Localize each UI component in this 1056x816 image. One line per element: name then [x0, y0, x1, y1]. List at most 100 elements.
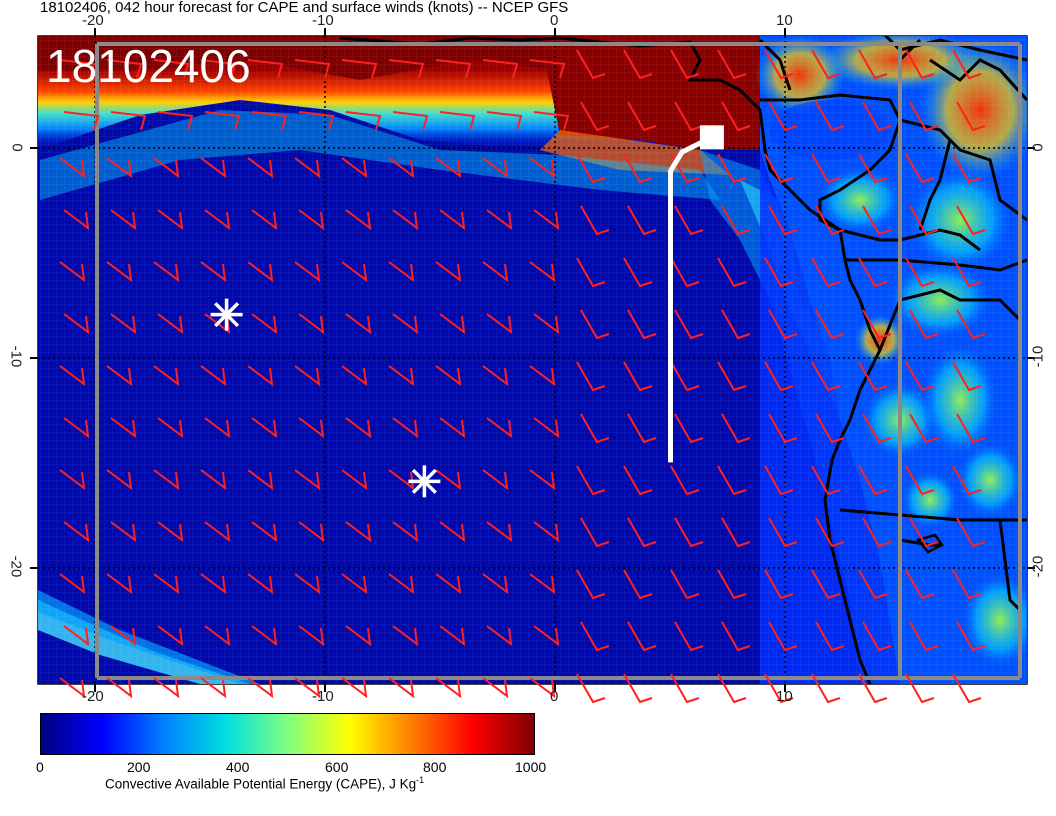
- wind-barb: [153, 365, 180, 387]
- wind-barb: [909, 205, 939, 236]
- wind-barb: [905, 569, 935, 600]
- wind-barb: [580, 205, 610, 236]
- wind-barb: [815, 413, 845, 444]
- wind-barb: [717, 465, 747, 496]
- wind-barb: [670, 569, 700, 600]
- colorbar-tick-6: 1000: [515, 759, 547, 775]
- wind-barb: [345, 313, 372, 335]
- wind-barb: [721, 517, 751, 548]
- wind-barbs: [59, 49, 986, 704]
- wind-barb: [717, 361, 747, 392]
- wind-barb: [486, 625, 513, 647]
- x-tick-bottom-2: -10: [312, 688, 334, 705]
- wind-barb: [721, 309, 751, 340]
- wind-barb: [200, 469, 227, 491]
- wind-barb: [200, 677, 227, 699]
- wind-barb: [956, 101, 986, 132]
- wind-barb: [956, 413, 986, 444]
- wind-barb: [110, 417, 137, 439]
- wind-barb: [721, 101, 751, 132]
- wind-barb: [435, 157, 462, 179]
- wind-barb: [674, 205, 704, 236]
- wind-barb: [341, 365, 368, 387]
- wind-barb: [251, 417, 278, 439]
- wind-barb: [670, 257, 700, 288]
- wind-barb: [341, 573, 368, 595]
- wind-barb: [768, 517, 798, 548]
- wind-barb: [862, 309, 892, 340]
- flight-track-endpoint: [699, 125, 724, 150]
- wind-barb: [59, 365, 86, 387]
- wind-barb: [905, 465, 935, 496]
- wind-barb: [247, 469, 274, 491]
- wind-barb: [157, 111, 194, 131]
- wind-barb: [439, 111, 476, 131]
- wind-barb: [811, 673, 841, 704]
- wind-barb: [341, 261, 368, 283]
- wind-barb: [529, 157, 556, 179]
- wind-barb: [623, 465, 653, 496]
- wind-barb: [576, 257, 606, 288]
- wind-barb: [905, 49, 935, 80]
- wind-barb: [63, 111, 100, 131]
- wind-barb: [858, 465, 888, 496]
- wind-barb: [294, 365, 321, 387]
- wind-barb: [341, 59, 378, 79]
- wind-barb: [627, 621, 657, 652]
- wind-barb: [251, 111, 288, 131]
- wind-barb: [721, 621, 751, 652]
- wind-barb: [345, 625, 372, 647]
- wind-barb: [204, 625, 231, 647]
- wind-barb: [580, 621, 610, 652]
- colorbar-title-unit-sup: -1: [416, 775, 425, 785]
- wind-barb: [247, 573, 274, 595]
- wind-barb: [247, 677, 274, 699]
- wind-barb: [63, 209, 90, 231]
- wind-barb: [909, 517, 939, 548]
- wind-barb: [247, 157, 274, 179]
- wind-barb: [345, 417, 372, 439]
- wind-barb: [764, 257, 794, 288]
- wind-barb: [298, 521, 325, 543]
- wind-barb: [909, 621, 939, 652]
- wind-barb: [392, 209, 419, 231]
- wind-barb: [956, 621, 986, 652]
- wind-barb: [388, 365, 415, 387]
- wind-barb: [157, 625, 184, 647]
- wind-barb: [392, 625, 419, 647]
- wind-barb: [717, 569, 747, 600]
- wind-barb: [388, 677, 415, 699]
- wind-barb: [576, 673, 606, 704]
- wind-barb: [106, 677, 133, 699]
- wind-barb: [623, 673, 653, 704]
- wind-barb: [956, 517, 986, 548]
- x-tick-top-4: 10: [776, 12, 793, 29]
- wind-barb: [721, 205, 751, 236]
- wind-barb: [576, 153, 606, 184]
- wind-barb: [858, 49, 888, 80]
- wind-barb: [388, 59, 425, 79]
- wind-barb: [435, 261, 462, 283]
- wind-barb: [106, 469, 133, 491]
- colorbar-tick-2: 200: [127, 759, 151, 775]
- wind-barb: [482, 157, 509, 179]
- wind-barb: [627, 101, 657, 132]
- wind-barb: [345, 111, 382, 131]
- wind-barb: [580, 309, 610, 340]
- wind-barb: [764, 153, 794, 184]
- wind-barb: [482, 261, 509, 283]
- wind-barb: [623, 361, 653, 392]
- y-tick-right-1: 0: [1029, 143, 1047, 152]
- wind-barb: [341, 469, 368, 491]
- wind-barb: [811, 465, 841, 496]
- wind-barb: [952, 153, 982, 184]
- wind-barb: [482, 365, 509, 387]
- wind-barb: [533, 111, 570, 131]
- wind-barb: [768, 205, 798, 236]
- wind-barb: [298, 417, 325, 439]
- wind-barb: [674, 309, 704, 340]
- wind-barb: [482, 677, 509, 699]
- wind-barb: [110, 209, 137, 231]
- wind-barb: [905, 153, 935, 184]
- wind-barb: [580, 413, 610, 444]
